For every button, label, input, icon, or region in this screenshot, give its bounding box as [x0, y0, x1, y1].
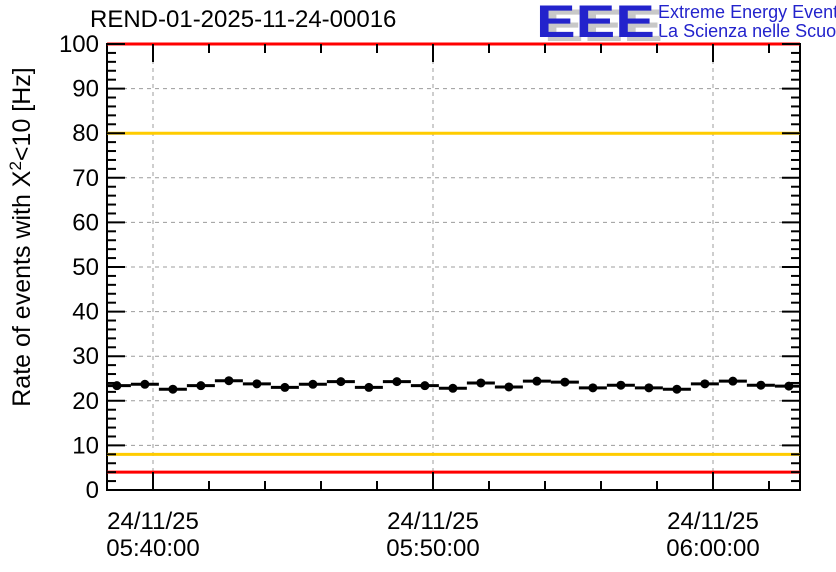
chart-title: REND-01-2025-11-24-00016	[90, 6, 397, 33]
data-point	[588, 383, 598, 393]
eee-logo: EEE Extreme Energy Events La Scienza nel…	[536, 0, 836, 47]
data-point	[196, 381, 206, 391]
threshold-lines	[107, 42, 800, 474]
data-point	[448, 383, 458, 393]
y-tick-label: 40	[72, 299, 99, 326]
y-tick-label: 30	[72, 343, 99, 370]
data-point	[672, 384, 682, 394]
data-series	[107, 376, 800, 394]
data-point	[420, 381, 430, 391]
data-point	[112, 381, 122, 391]
y-tick-label: 90	[72, 76, 99, 103]
data-point	[532, 376, 542, 386]
y-tick-label: 70	[72, 165, 99, 192]
y-tick-label: 0	[86, 477, 99, 504]
data-point	[252, 379, 262, 389]
data-point	[336, 377, 346, 387]
y-tick-label: 100	[59, 31, 99, 58]
data-point	[700, 379, 710, 389]
eee-logo-line2: La Scienza nelle Scuole	[658, 21, 836, 41]
data-point	[168, 384, 178, 394]
x-tick-label-date: 24/11/25	[107, 508, 199, 535]
x-tick-label-time: 06:00:00	[666, 535, 759, 562]
data-point	[392, 377, 402, 387]
y-tick-label: 10	[72, 432, 99, 459]
data-point	[644, 383, 654, 393]
data-point	[784, 381, 794, 391]
x-tick-label-time: 05:40:00	[106, 535, 199, 562]
y-tick-label: 60	[72, 209, 99, 236]
y-tick-label: 50	[72, 254, 99, 281]
data-point	[364, 382, 374, 392]
data-point	[616, 380, 626, 390]
x-tick-label-time: 05:50:00	[386, 535, 479, 562]
y-tick-label: 80	[72, 120, 99, 147]
data-point	[308, 379, 318, 389]
y-axis-title: Rate of events with X2<10 [Hz]	[6, 67, 36, 407]
data-point	[728, 376, 738, 386]
data-point	[140, 379, 150, 389]
data-point	[756, 380, 766, 390]
eee-logo-text: Extreme Energy Events La Scienza nelle S…	[658, 2, 836, 41]
x-tick-label-date: 24/11/25	[387, 508, 479, 535]
data-point	[280, 382, 290, 392]
y-tick-label: 20	[72, 388, 99, 415]
y-axis: 0 10 20 30 40 50 60 70 80 90 100	[59, 31, 800, 504]
data-point	[476, 378, 486, 388]
data-point	[504, 382, 514, 392]
data-point	[224, 376, 234, 386]
grid	[107, 44, 800, 490]
eee-logo-line1: Extreme Energy Events	[658, 2, 836, 22]
x-tick-label-date: 24/11/25	[667, 508, 759, 535]
eee-logo-letters: EEE	[536, 0, 655, 47]
data-point	[560, 377, 570, 387]
x-axis: 24/11/2505:40:0024/11/2505:50:0024/11/25…	[106, 44, 770, 562]
